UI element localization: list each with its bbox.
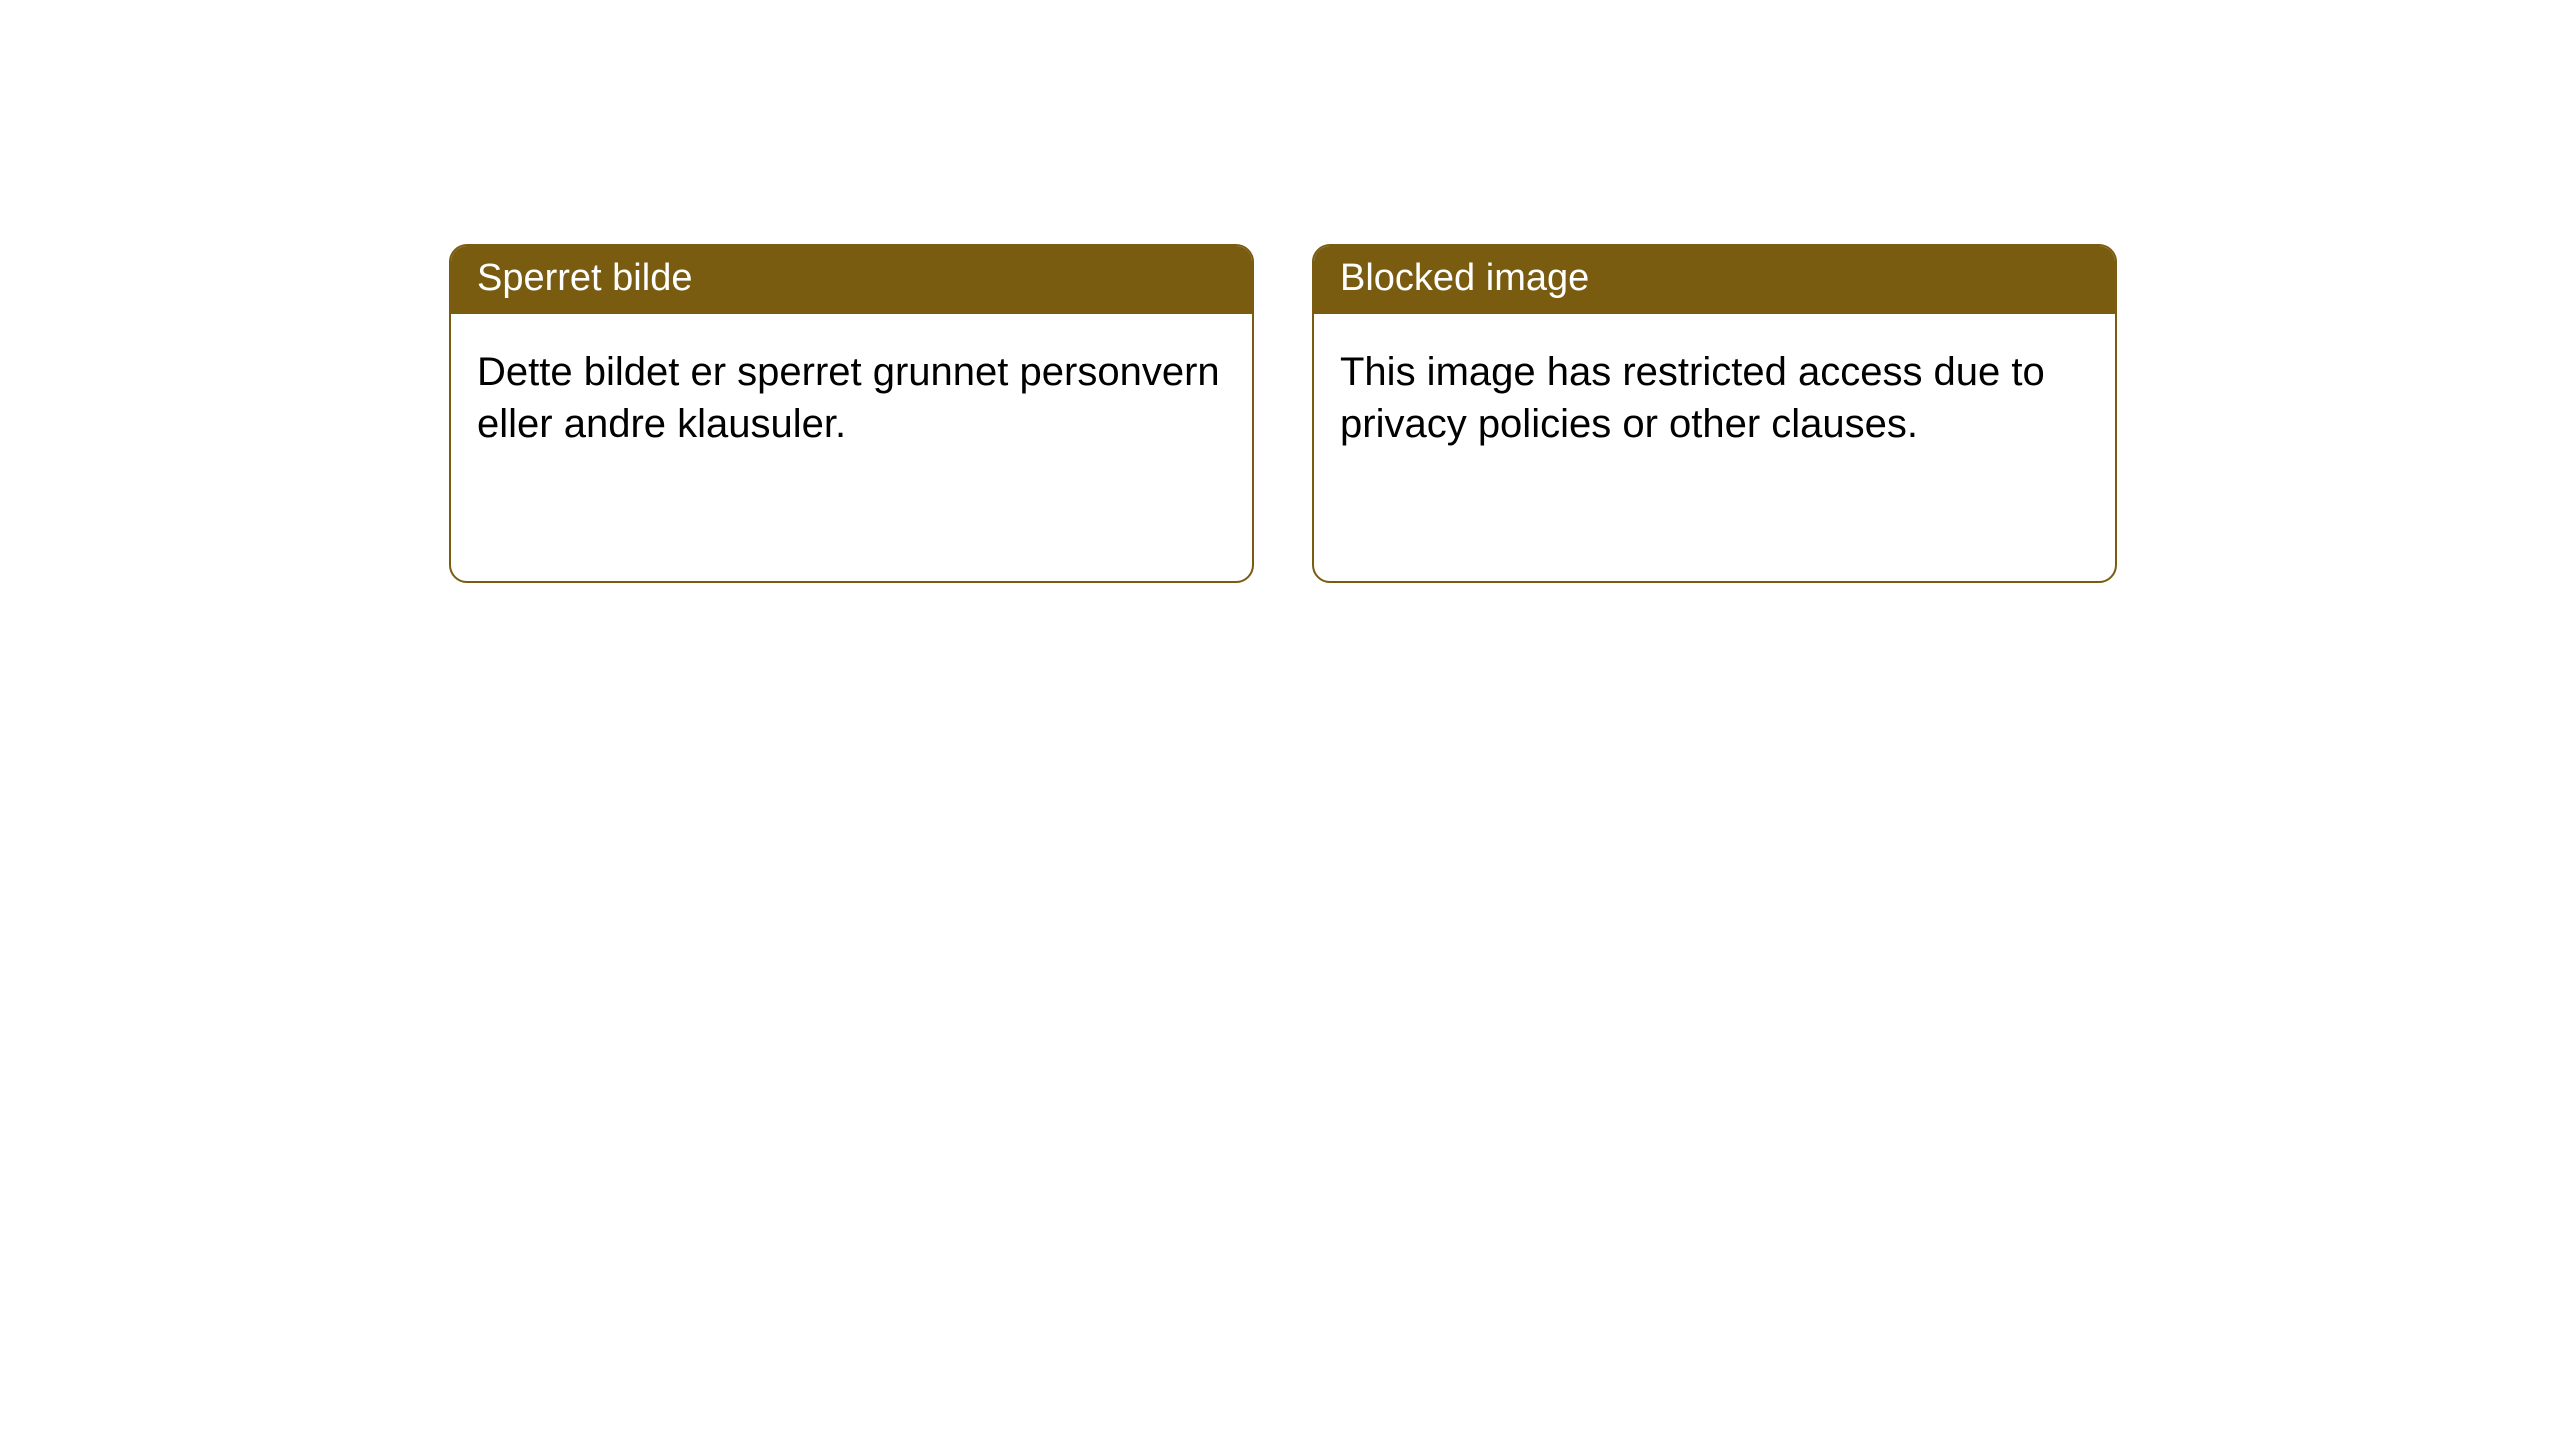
card-header: Sperret bilde [451, 246, 1252, 314]
notice-container: Sperret bilde Dette bildet er sperret gr… [449, 244, 2117, 583]
card-message: This image has restricted access due to … [1340, 350, 2045, 446]
card-header: Blocked image [1314, 246, 2115, 314]
card-title: Blocked image [1340, 257, 1589, 299]
card-body: This image has restricted access due to … [1314, 314, 2115, 482]
card-body: Dette bildet er sperret grunnet personve… [451, 314, 1252, 482]
notice-card-english: Blocked image This image has restricted … [1312, 244, 2117, 583]
card-message: Dette bildet er sperret grunnet personve… [477, 350, 1220, 446]
card-title: Sperret bilde [477, 257, 692, 299]
notice-card-norwegian: Sperret bilde Dette bildet er sperret gr… [449, 244, 1254, 583]
